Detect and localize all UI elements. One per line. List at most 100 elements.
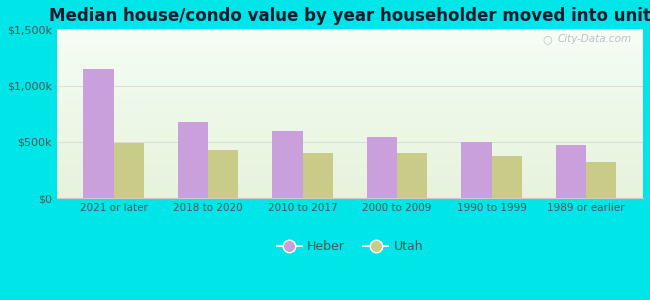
Bar bbox=[57, 76, 643, 77]
Bar bbox=[57, 57, 643, 58]
Bar bbox=[57, 70, 643, 71]
Bar bbox=[57, 102, 643, 103]
Bar bbox=[57, 51, 643, 52]
Bar bbox=[57, 191, 643, 192]
Bar bbox=[57, 67, 643, 68]
Bar bbox=[57, 113, 643, 114]
Bar bbox=[57, 131, 643, 132]
Bar bbox=[57, 185, 643, 186]
Bar bbox=[57, 183, 643, 184]
Bar bbox=[57, 86, 643, 87]
Bar bbox=[57, 75, 643, 76]
Bar bbox=[57, 87, 643, 88]
Bar bbox=[57, 92, 643, 93]
Bar bbox=[272, 131, 303, 198]
Bar bbox=[57, 134, 643, 135]
Bar bbox=[57, 192, 643, 193]
Bar bbox=[57, 196, 643, 197]
Bar bbox=[367, 137, 397, 198]
Bar bbox=[57, 151, 643, 152]
Bar bbox=[57, 62, 643, 63]
Bar bbox=[57, 145, 643, 146]
Bar bbox=[57, 39, 643, 40]
Bar bbox=[57, 150, 643, 151]
Bar bbox=[57, 195, 643, 196]
Bar bbox=[57, 48, 643, 49]
Bar bbox=[57, 121, 643, 122]
Bar bbox=[57, 80, 643, 81]
Bar bbox=[57, 69, 643, 70]
Bar bbox=[57, 46, 643, 47]
Bar bbox=[57, 50, 643, 51]
Bar bbox=[57, 110, 643, 111]
Bar bbox=[57, 81, 643, 82]
Bar bbox=[57, 89, 643, 90]
Bar bbox=[57, 63, 643, 64]
Bar bbox=[57, 93, 643, 94]
Bar bbox=[57, 176, 643, 177]
Bar bbox=[57, 59, 643, 60]
Bar bbox=[57, 107, 643, 108]
Bar bbox=[57, 118, 643, 119]
Bar bbox=[57, 98, 643, 99]
Bar bbox=[57, 179, 643, 180]
Bar bbox=[57, 44, 643, 45]
Bar bbox=[57, 181, 643, 182]
Title: Median house/condo value by year householder moved into unit: Median house/condo value by year househo… bbox=[49, 7, 650, 25]
Bar bbox=[586, 162, 616, 198]
Bar bbox=[57, 82, 643, 83]
Bar bbox=[57, 85, 643, 86]
Bar bbox=[57, 186, 643, 187]
Bar bbox=[57, 105, 643, 106]
Bar bbox=[57, 177, 643, 178]
Bar bbox=[57, 34, 643, 35]
Bar bbox=[57, 140, 643, 141]
Bar bbox=[57, 136, 643, 137]
Bar bbox=[57, 71, 643, 72]
Text: City-Data.com: City-Data.com bbox=[557, 34, 631, 44]
Bar bbox=[57, 171, 643, 172]
Bar bbox=[57, 38, 643, 39]
Bar bbox=[57, 31, 643, 32]
Bar bbox=[57, 54, 643, 55]
Bar bbox=[57, 155, 643, 156]
Bar bbox=[57, 152, 643, 153]
Bar bbox=[57, 166, 643, 167]
Bar bbox=[57, 175, 643, 176]
Bar bbox=[57, 119, 643, 120]
Bar bbox=[57, 126, 643, 127]
Bar bbox=[57, 91, 643, 92]
Bar bbox=[57, 88, 643, 89]
Bar bbox=[57, 159, 643, 160]
Bar bbox=[57, 139, 643, 140]
Bar bbox=[57, 68, 643, 69]
Bar bbox=[57, 43, 643, 44]
Bar bbox=[114, 143, 144, 198]
Bar bbox=[57, 79, 643, 80]
Bar bbox=[57, 193, 643, 194]
Bar bbox=[57, 190, 643, 191]
Bar bbox=[57, 94, 643, 95]
Bar bbox=[57, 90, 643, 91]
Bar bbox=[57, 65, 643, 66]
Bar bbox=[57, 95, 643, 96]
Bar bbox=[57, 64, 643, 65]
Bar bbox=[57, 154, 643, 155]
Bar bbox=[57, 74, 643, 75]
Bar bbox=[57, 160, 643, 161]
Bar bbox=[57, 173, 643, 174]
Bar bbox=[462, 142, 491, 198]
Bar bbox=[57, 117, 643, 118]
Bar bbox=[208, 150, 239, 198]
Bar bbox=[57, 101, 643, 102]
Bar bbox=[57, 58, 643, 59]
Bar bbox=[57, 60, 643, 61]
Legend: Heber, Utah: Heber, Utah bbox=[272, 235, 428, 258]
Bar bbox=[57, 125, 643, 126]
Bar bbox=[57, 104, 643, 105]
Text: ○: ○ bbox=[543, 34, 552, 44]
Bar bbox=[57, 162, 643, 163]
Bar bbox=[57, 45, 643, 46]
Bar bbox=[57, 111, 643, 112]
Bar bbox=[57, 115, 643, 116]
